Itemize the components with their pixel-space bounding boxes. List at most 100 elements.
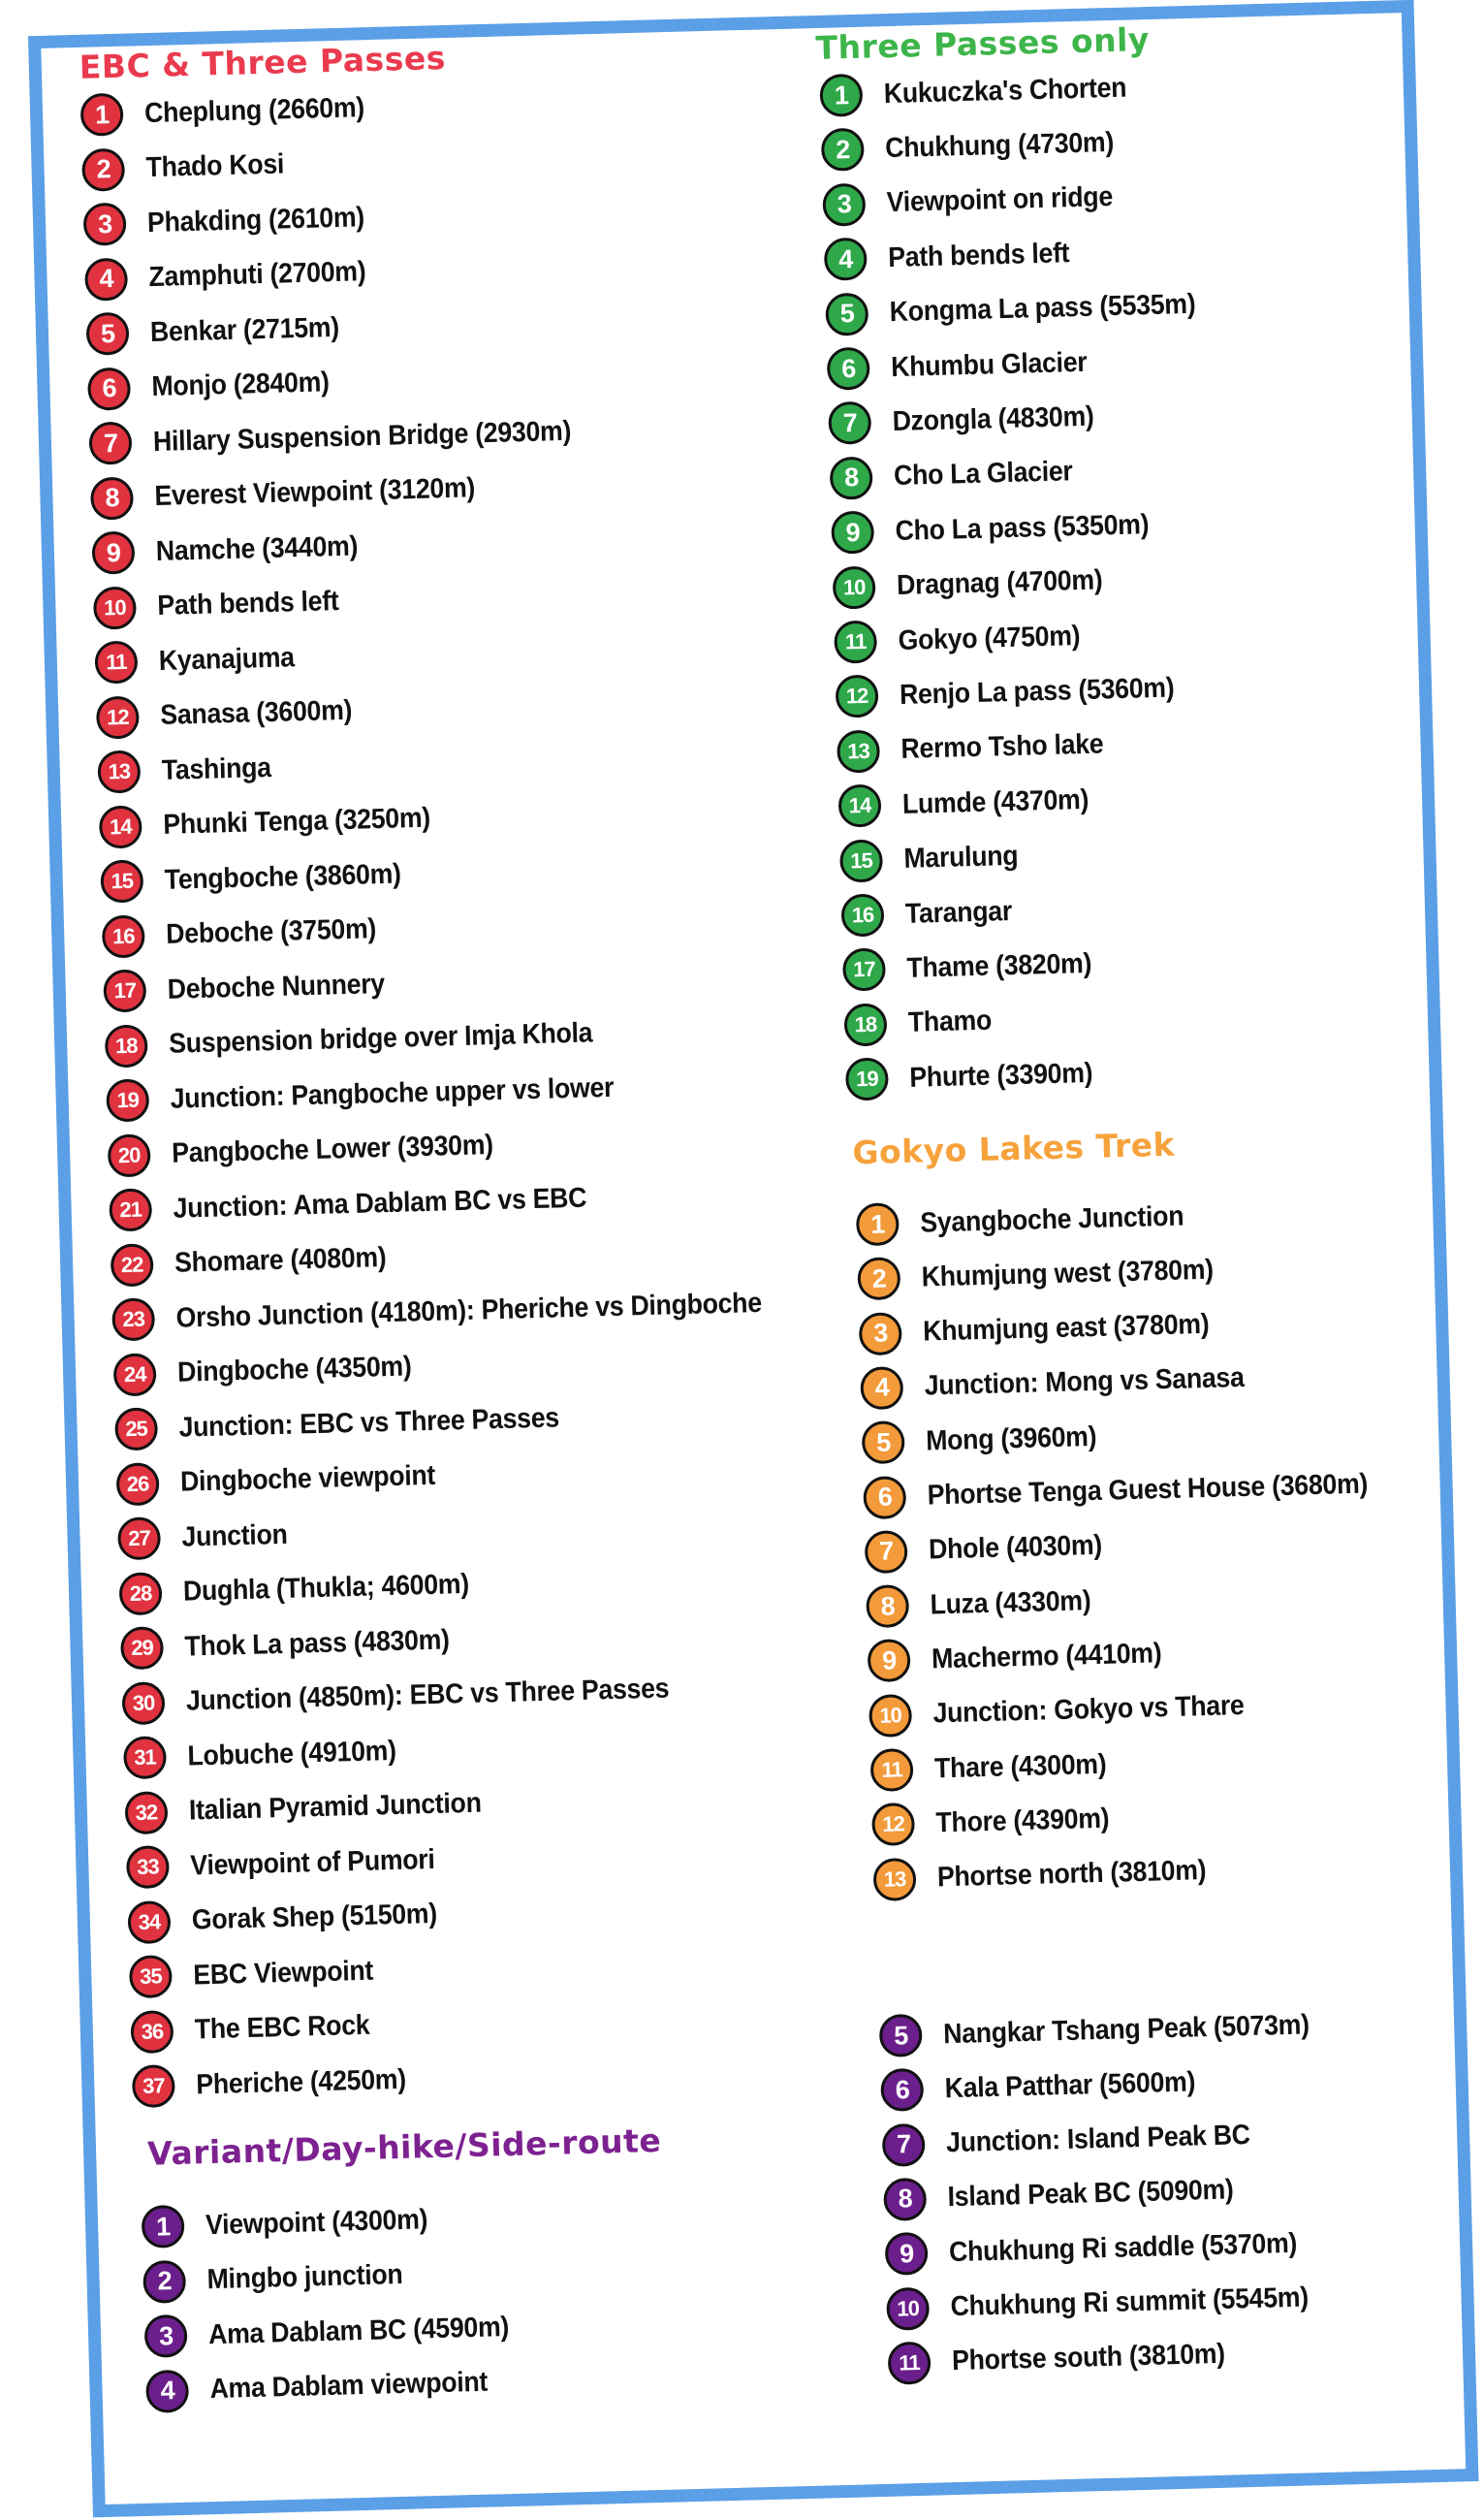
three-list-item: 14 Lumde (4370m) [837,779,1105,828]
number-marker-icon: 36 [130,2009,174,2054]
number-marker-icon: 13 [97,750,142,794]
three-list-item: 7 Dzongla (4830m) [828,396,1112,446]
place-label: Monjo (2840m) [151,367,331,403]
three-list-item: 17 Thame (3820m) [841,942,1108,992]
number-marker-icon: 10 [886,2286,931,2331]
number-marker-icon: 2 [857,1257,901,1301]
place-label: Marulung [903,840,1019,875]
number-marker-icon: 33 [125,1845,171,1890]
place-label: Thare (4300m) [933,1748,1107,1784]
place-label: Cho La pass (5350m) [895,508,1150,547]
number-marker-icon: 16 [101,913,145,959]
place-label: Junction: Ama Dablam BC vs EBC [173,1182,587,1225]
ebc-list-item: 4 Zamphuti (2700m) [84,250,385,302]
place-label: Path bends left [887,237,1070,273]
variant-list-item: 2 Mingbo junction [142,2253,420,2304]
number-marker-icon: 18 [104,1023,148,1069]
place-label: Syangboche Junction [919,1199,1184,1239]
three-list-item: 15 Marulung [838,835,1028,883]
number-marker-icon: 37 [131,2064,175,2109]
place-label: Viewpoint (4300m) [205,2203,428,2241]
number-marker-icon: 4 [145,2369,190,2413]
three-list-item: 16 Tarangar [840,890,1022,938]
place-label: Italian Pyramid Junction [188,1787,483,1827]
number-marker-icon: 3 [858,1311,902,1356]
place-label: Dingboche viewpoint [179,1459,436,1498]
number-marker-icon: 13 [837,729,881,774]
place-label: Khumjung west (3780m) [921,1254,1215,1293]
three-list-item: 1 Kukuczka's Chorten [819,66,1148,117]
ebc-list-item: 31 Lobuche (4910m) [122,1729,415,1780]
gokyo-list-item: 7 Dhole (4030m) [864,1524,1118,1574]
three-list-item: 11 Gokyo (4750m) [834,615,1096,664]
place-label: Lobuche (4910m) [187,1735,397,1772]
number-marker-icon: 8 [829,456,873,500]
ebc-list-item: 1 Cheplung (2660m) [79,86,385,137]
number-marker-icon: 10 [832,565,876,610]
ebc-list-item: 16 Deboche (3750m) [101,908,395,959]
gokyo-list-item: 11 Thare (4300m) [869,1742,1122,1793]
place-label: Namche (3440m) [155,530,359,567]
number-marker-icon: 17 [103,969,147,1013]
place-label: Phortse south (3810m) [951,2339,1226,2377]
place-label: Renjo La pass (5360m) [899,672,1175,711]
ebc-list-item: 6 Monjo (2840m) [86,361,345,411]
number-marker-icon: 25 [114,1407,159,1451]
number-marker-icon: 14 [98,804,142,849]
place-label: Khumjung east (3780m) [922,1308,1210,1348]
gokyo-list-item: 12 Thore (4390m) [871,1798,1124,1847]
place-label: Thame (3820m) [906,947,1092,984]
three-list-item: 13 Rermo Tsho lake [837,723,1121,774]
place-label: Chukhung Ri summit (5545m) [950,2281,1310,2323]
number-marker-icon: 3 [143,2313,188,2358]
number-marker-icon: 10 [92,586,138,630]
number-marker-icon: 3 [82,202,127,246]
ebc-list-item: 33 Viewpoint of Pumori [125,1837,457,1890]
number-marker-icon: 5 [878,2013,923,2057]
number-marker-icon: 2 [81,147,126,192]
place-label: Cho La Glacier [893,456,1073,493]
place-label: Thore (4390m) [935,1802,1110,1839]
number-marker-icon: 2 [142,2259,187,2304]
number-marker-icon: 5 [85,311,130,356]
place-label: Thado Kosi [145,148,285,184]
number-marker-icon: 7 [828,401,872,446]
place-label: Kala Patthar (5600m) [944,2066,1196,2105]
ebc-list-item: 9 Namche (3440m) [91,525,375,575]
number-marker-icon: 15 [100,859,144,904]
number-marker-icon: 22 [110,1242,154,1287]
number-marker-icon: 23 [111,1297,156,1342]
place-label: Deboche Nunnery [167,968,386,1005]
number-marker-icon: 5 [861,1420,905,1465]
place-label: Gorak Shep (5150m) [191,1898,438,1936]
number-marker-icon: 4 [860,1365,904,1411]
place-label: Junction: EBC vs Three Passes [178,1401,560,1444]
place-label: Phakding (2610m) [146,201,365,239]
number-marker-icon: 29 [119,1626,165,1671]
number-marker-icon: 26 [115,1461,160,1506]
place-label: Gokyo (4750m) [898,620,1081,656]
number-marker-icon: 10 [868,1693,913,1738]
number-marker-icon: 11 [94,640,139,685]
number-marker-icon: 16 [840,893,885,938]
place-label: Tarangar [904,895,1013,930]
place-label: Rermo Tsho lake [900,728,1104,766]
place-label: Cheplung (2660m) [143,91,365,129]
number-marker-icon: 8 [883,2177,928,2221]
place-label: Pheriche (4250m) [195,2063,407,2100]
place-label: Phortse north (3810m) [936,1855,1207,1894]
number-marker-icon: 17 [841,947,887,992]
number-marker-icon: 24 [112,1352,157,1396]
number-marker-icon: 30 [121,1680,166,1725]
number-marker-icon: 9 [867,1639,911,1683]
number-marker-icon: 6 [863,1475,907,1519]
place-label: Luza (4330m) [930,1584,1091,1621]
number-marker-icon: 12 [95,695,140,740]
place-label: Path bends left [156,586,339,622]
place-label: Sanasa (3600m) [159,694,353,731]
ebc-list-item: 17 Deboche Nunnery [103,962,404,1013]
place-label: Nangkar Tshang Peak (5073m) [942,2008,1310,2050]
place-label: Junction: Island Peak BC [945,2120,1251,2159]
place-label: Machermo (4410m) [931,1638,1162,1675]
